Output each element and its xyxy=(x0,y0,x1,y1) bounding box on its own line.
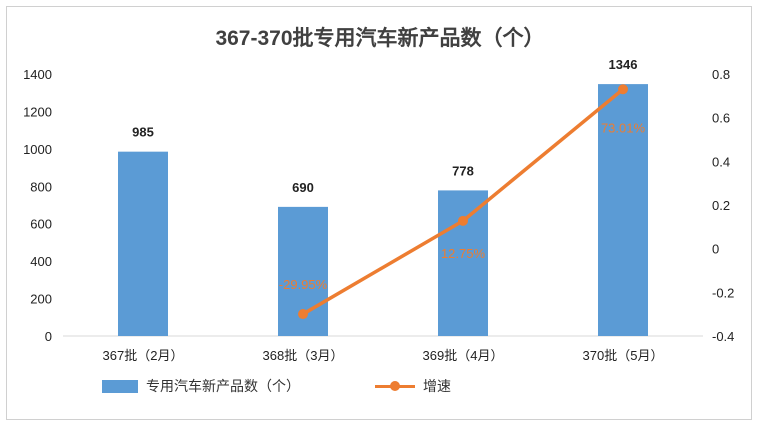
chart-title: 367-370批专用汽车新产品数（个） xyxy=(215,27,545,50)
growth-data-label: 73.01% xyxy=(601,120,646,135)
growth-data-label: 12.75% xyxy=(441,246,486,261)
growth-point xyxy=(458,215,468,226)
y-tick-label: 1400 xyxy=(23,67,52,82)
chart-frame xyxy=(6,6,752,420)
y-tick-label: 200 xyxy=(30,292,52,307)
bar xyxy=(438,190,488,336)
x-tick-label: 369批（4月） xyxy=(423,348,504,363)
y-tick-label: 400 xyxy=(30,254,52,269)
legend-item-bars: 专用汽车新产品数（个） xyxy=(102,376,300,396)
y-tick-label: 1200 xyxy=(23,104,52,119)
x-tick-label: 370批（5月） xyxy=(583,348,664,363)
x-tick-label: 368批（3月） xyxy=(263,348,344,363)
y2-tick-label: 0.2 xyxy=(712,198,730,213)
legend-bar-label: 专用汽车新产品数（个） xyxy=(146,378,300,394)
y-tick-label: 800 xyxy=(30,179,52,194)
bar xyxy=(118,151,168,336)
y-tick-label: 0 xyxy=(45,329,52,344)
growth-data-label: -29.95% xyxy=(279,277,328,292)
bar-data-label: 1346 xyxy=(609,57,638,72)
y2-tick-label: 0 xyxy=(712,242,719,257)
y-tick-label: 1000 xyxy=(23,142,52,157)
y2-tick-label: -0.4 xyxy=(712,329,734,344)
y-tick-label: 600 xyxy=(30,217,52,232)
x-tick-label: 367批（2月） xyxy=(103,348,184,363)
y2-tick-label: 0.8 xyxy=(712,67,730,82)
legend-bar-swatch xyxy=(102,379,138,393)
y2-tick-label: -0.2 xyxy=(712,285,734,300)
legend-item-line: 增速 xyxy=(375,376,451,396)
bar xyxy=(598,84,648,336)
bar-data-label: 985 xyxy=(132,125,154,140)
legend-line-swatch xyxy=(375,380,415,393)
y2-tick-label: 0.4 xyxy=(712,154,730,169)
growth-point xyxy=(618,84,628,95)
bar-data-label: 690 xyxy=(292,180,314,195)
y2-tick-label: 0.6 xyxy=(712,111,730,126)
bar-data-label: 778 xyxy=(452,163,474,178)
growth-point xyxy=(298,309,308,320)
legend-line-label: 增速 xyxy=(423,378,451,394)
